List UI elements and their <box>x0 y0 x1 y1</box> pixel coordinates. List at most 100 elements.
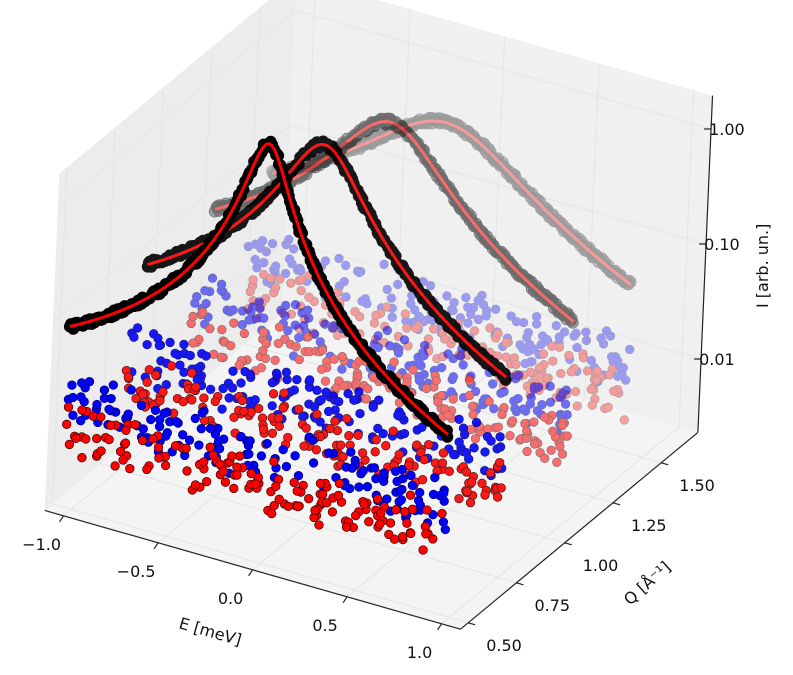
data-point <box>523 186 535 199</box>
blue-point <box>155 414 165 425</box>
red-point <box>96 446 106 456</box>
red-point <box>464 390 475 401</box>
blue-point <box>281 461 292 472</box>
blue-point <box>415 487 425 498</box>
data-point <box>496 156 509 168</box>
data-point <box>536 203 548 216</box>
blue-point <box>430 472 440 483</box>
data-point <box>419 117 432 130</box>
blue-point <box>419 369 429 380</box>
data-point <box>588 251 600 263</box>
red-point <box>160 460 171 471</box>
blue-point <box>323 406 334 417</box>
blue-point <box>581 335 592 346</box>
data-point <box>497 160 510 173</box>
red-point <box>485 323 495 333</box>
data-point <box>517 184 530 197</box>
blue-point <box>259 258 269 268</box>
blue-point <box>387 312 397 322</box>
grid-line <box>52 503 469 624</box>
data-point <box>358 139 371 151</box>
blue-point <box>240 366 250 377</box>
blue-point <box>448 305 458 316</box>
data-point <box>573 232 586 245</box>
red-point <box>144 365 154 375</box>
red-point <box>190 480 201 490</box>
red-point <box>538 349 549 359</box>
red-point <box>151 370 161 380</box>
data-point <box>521 186 534 199</box>
y-tick <box>516 582 524 586</box>
red-point <box>412 440 422 450</box>
blue-point <box>68 410 78 420</box>
blue-point <box>179 367 189 377</box>
red-point <box>548 426 558 436</box>
blue-point <box>132 323 143 333</box>
red-point <box>501 352 511 362</box>
blue-point <box>205 423 216 434</box>
blue-point <box>405 298 416 309</box>
red-point <box>121 425 131 435</box>
data-point <box>418 114 431 127</box>
red-point <box>158 387 168 397</box>
blue-point <box>414 357 424 367</box>
red-point <box>446 339 456 349</box>
red-point <box>258 345 268 356</box>
blue-point <box>337 364 347 374</box>
blue-point <box>442 291 452 301</box>
data-point <box>454 123 467 136</box>
blue-point <box>278 444 288 455</box>
red-point <box>511 359 521 370</box>
red-point <box>332 330 343 341</box>
data-point <box>443 118 456 131</box>
red-point <box>273 338 284 349</box>
blue-point <box>613 371 623 381</box>
data-point <box>518 185 531 198</box>
blue-point <box>613 356 623 366</box>
blue-point <box>369 463 380 473</box>
data-point <box>428 112 440 125</box>
data-point <box>410 116 422 128</box>
blue-point <box>284 254 295 264</box>
red-point <box>267 508 277 519</box>
red-point <box>612 384 623 395</box>
data-point <box>461 124 474 137</box>
data-point <box>552 215 565 227</box>
blue-point <box>354 267 364 278</box>
blue-point <box>526 393 536 403</box>
red-point <box>529 439 540 449</box>
red-point <box>413 321 423 331</box>
red-point <box>557 449 568 459</box>
blue-point <box>618 363 629 373</box>
data-point <box>545 211 557 224</box>
red-point <box>400 507 410 517</box>
red-point <box>187 368 197 378</box>
x-tick-label: 0.0 <box>218 589 243 608</box>
blue-point <box>287 259 297 269</box>
data-point <box>427 113 440 126</box>
data-point <box>616 274 629 287</box>
blue-point <box>84 377 95 387</box>
blue-point <box>537 331 548 341</box>
data-point <box>500 167 513 180</box>
data-point <box>569 231 582 244</box>
red-point <box>303 332 313 342</box>
red-point <box>227 451 237 461</box>
y-tick-label: 0.75 <box>534 596 570 615</box>
blue-point <box>502 333 513 343</box>
red-point <box>239 328 250 339</box>
blue-point <box>357 296 367 306</box>
data-point <box>597 258 609 270</box>
data-point <box>499 163 512 176</box>
data-point <box>430 112 443 125</box>
blue-point <box>557 388 568 399</box>
data-point <box>374 130 387 143</box>
blue-point <box>560 399 571 409</box>
red-point <box>317 345 328 355</box>
blue-point <box>481 311 491 321</box>
blue-point <box>514 370 524 380</box>
y-tick-label: 1.25 <box>631 516 667 535</box>
blue-point <box>224 393 234 403</box>
blue-point <box>379 259 389 269</box>
red-point <box>294 354 304 365</box>
